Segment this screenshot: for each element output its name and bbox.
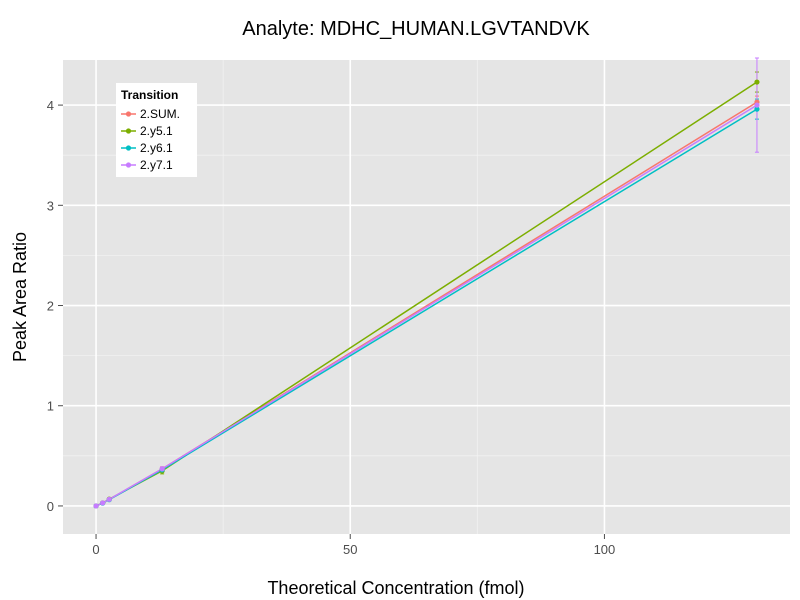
legend-label: 2.SUM. [140,107,180,121]
legend-label: 2.y7.1 [140,158,173,172]
legend-label: 2.y5.1 [140,124,173,138]
data-point [754,79,760,85]
legend-key-point [125,145,132,151]
x-tick-label: 0 [92,542,99,557]
data-point [754,102,760,108]
y-axis-label: Peak Area Ratio [10,232,30,362]
legend-title: Transition [121,88,178,102]
y-tick-label: 0 [47,499,54,514]
chart-title: Analyte: MDHC_HUMAN.LGVTANDVK [242,18,590,40]
y-tick-label: 2 [47,299,54,314]
data-point [106,496,112,502]
data-point [754,106,760,112]
y-tick-label: 3 [47,198,54,213]
data-point [159,466,165,472]
data-point [93,503,99,509]
major-gridlines [63,60,790,534]
legend-label: 2.y6.1 [140,141,173,155]
x-tick-label: 50 [343,542,357,557]
x-axis-label: Theoretical Concentration (fmol) [267,578,524,598]
legend-key-point [125,162,132,168]
y-tick-label: 4 [47,98,54,113]
y-axis-ticks: 0 1 2 3 4 [47,98,63,514]
data-points [93,79,760,509]
legend-key-point [125,128,132,134]
legend-key-point [125,111,132,117]
x-tick-label: 100 [594,542,616,557]
y-tick-label: 1 [47,399,54,414]
x-axis-ticks: 0 50 100 [92,534,615,557]
data-point [100,500,106,506]
legend: Transition 2.SUM. 2.y5.1 2.y6.1 2.y7.1 [116,83,197,177]
